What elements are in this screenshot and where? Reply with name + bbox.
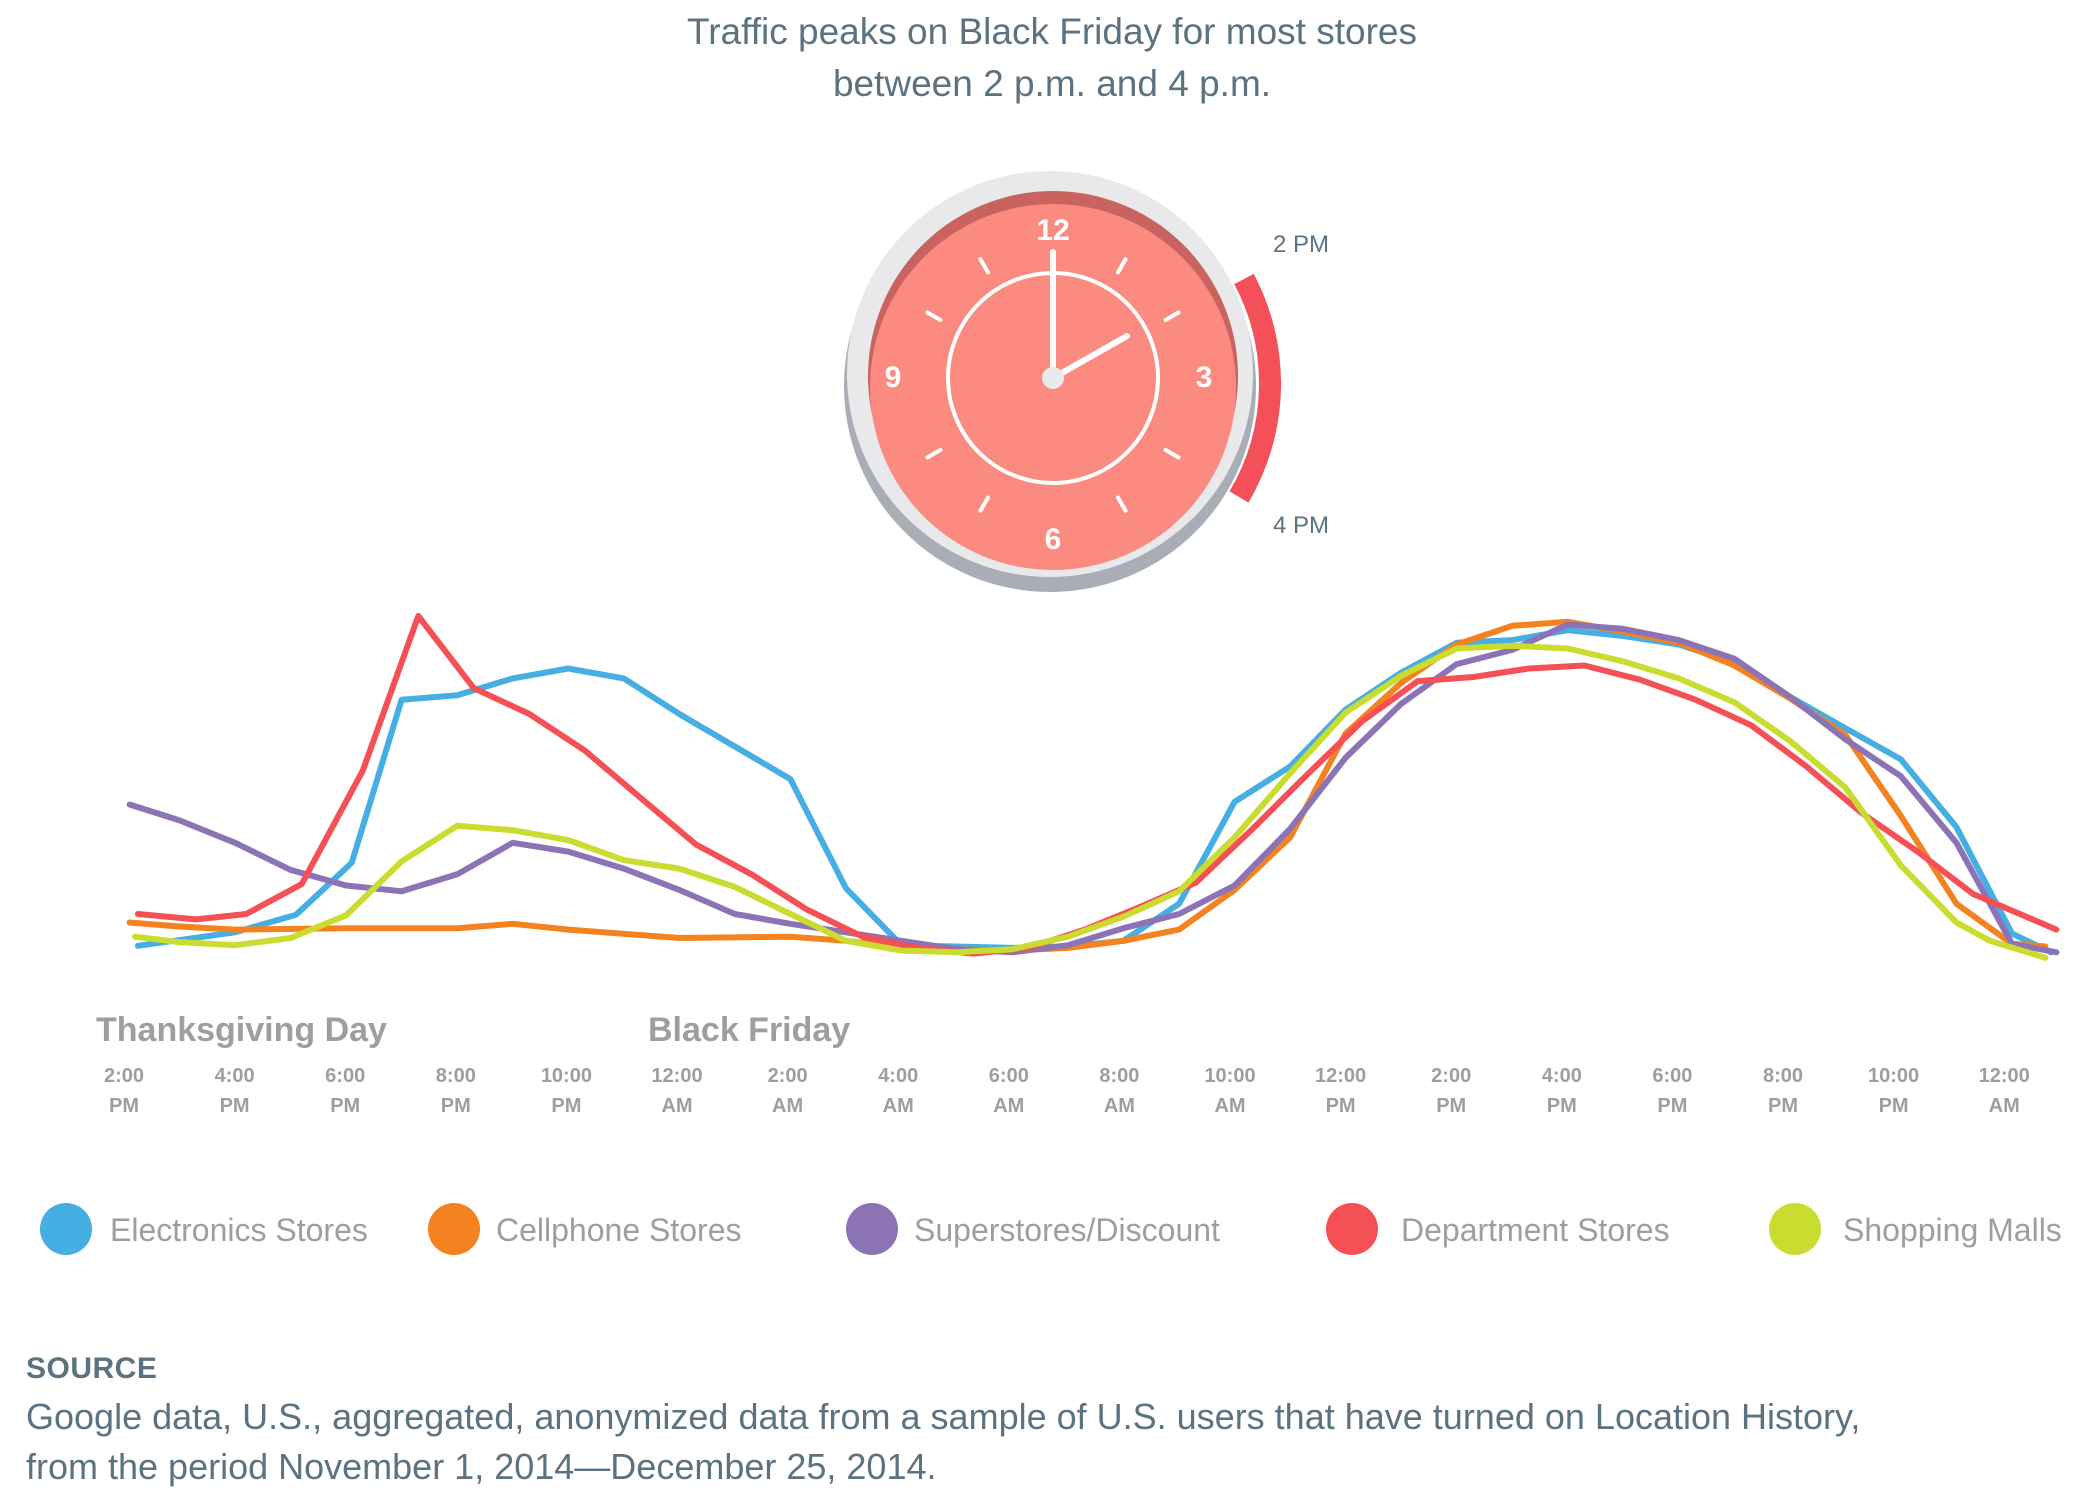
x-tick-label-4-period: PM (551, 1095, 581, 1117)
clock-hour-hand (1050, 333, 1130, 381)
chart-title-line-1: Traffic peaks on Black Friday for most s… (687, 11, 1417, 52)
source-line-1: Google data, U.S., aggregated, anonymize… (26, 1396, 1861, 1437)
clock-peak-range-arc (1229, 273, 1282, 503)
legend-label-electronics-stores: Electronics Stores (110, 1212, 368, 1248)
x-tick-label-9-time: 8:00 (1099, 1065, 1139, 1087)
x-tick-label-11-period: PM (1326, 1095, 1356, 1117)
x-tick-label-7-time: 4:00 (878, 1065, 918, 1087)
series-line-superstores-discount (126, 621, 2060, 956)
x-tick-label-14-time: 6:00 (1652, 1065, 1692, 1087)
x-tick-label-10-time: 10:00 (1204, 1065, 1255, 1087)
legend-marker-superstores-discount (846, 1203, 898, 1255)
x-tick-label-7-period: AM (883, 1095, 914, 1117)
x-tick-label-9-period: AM (1104, 1095, 1135, 1117)
source-line-2: from the period November 1, 2014—Decembe… (26, 1446, 937, 1487)
x-tick-label-4-time: 10:00 (541, 1065, 592, 1087)
x-tick-label-13-time: 4:00 (1542, 1065, 1582, 1087)
legend-marker-shopping-malls (1769, 1203, 1821, 1255)
x-tick-label-13-period: PM (1547, 1095, 1577, 1117)
clock-tick-7 (978, 257, 990, 275)
x-tick-label-6-time: 2:00 (768, 1065, 808, 1087)
clock-tick-4 (978, 495, 990, 513)
x-tick-label-16-period: PM (1879, 1095, 1909, 1117)
x-tick-label-3-period: PM (441, 1095, 471, 1117)
clock-numeral-9: 9 (885, 361, 902, 394)
x-tick-label-16-time: 10:00 (1868, 1065, 1919, 1087)
x-tick-label-15-period: PM (1768, 1095, 1798, 1117)
x-tick-label-1-period: PM (220, 1095, 250, 1117)
clock-numeral-12: 12 (1036, 214, 1069, 247)
clock-tick-marks (925, 257, 1181, 513)
legend: Electronics Stores Cellphone Stores Supers… (40, 1203, 2062, 1255)
section-label-thanksgiving: Thanksgiving Day (96, 1011, 387, 1049)
clock-tick-1 (1163, 310, 1181, 322)
x-axis-tick-labels: 2:00 PM 4:00 PM 6:00 PM 8:00 PM 10:00 PM 12:00 AM 2:… (104, 1065, 2030, 1117)
source-heading: SOURCE (26, 1352, 158, 1385)
legend-label-shopping-malls: Shopping Malls (1843, 1212, 2062, 1248)
x-tick-label-15-time: 8:00 (1763, 1065, 1803, 1087)
source-text: Google data, U.S., aggregated, anonymize… (26, 1392, 2066, 1492)
source-note: SOURCE Google data, U.S., aggregated, an… (26, 1352, 2066, 1492)
legend-marker-cellphone-stores (428, 1203, 480, 1255)
x-tick-label-12-time: 2:00 (1431, 1065, 1471, 1087)
chart-title-line-2: between 2 p.m. and 4 p.m. (833, 63, 1271, 104)
legend-marker-electronics-stores (40, 1203, 92, 1255)
series-line-shopping-malls (132, 642, 2049, 961)
legend-label-department-stores: Department Stores (1401, 1212, 1670, 1248)
legend-marker-department-stores (1326, 1203, 1378, 1255)
clock-tick-6 (925, 310, 943, 322)
plot-area (126, 613, 2060, 961)
clock-center-pin (1042, 367, 1064, 389)
x-tick-label-2-time: 6:00 (325, 1065, 365, 1087)
clock-numeral-3: 3 (1196, 361, 1213, 394)
series-line-department-stores (134, 613, 2060, 957)
clock-numeral-6: 6 (1045, 523, 1062, 556)
x-tick-label-0-period: PM (109, 1095, 139, 1117)
x-tick-label-8-period: AM (993, 1095, 1024, 1117)
x-tick-label-17-time: 12:00 (1979, 1065, 2030, 1087)
x-tick-label-5-period: AM (661, 1095, 692, 1117)
x-tick-label-3-time: 8:00 (436, 1065, 476, 1087)
x-tick-label-11-time: 12:00 (1315, 1065, 1366, 1087)
clock-icon: 12 3 6 9 2 PM 4 PM (844, 171, 1329, 592)
legend-label-superstores-discount: Superstores/Discount (914, 1212, 1220, 1248)
infographic: Traffic peaks on Black Friday for most s… (40, 11, 2062, 1255)
x-tick-label-14-period: PM (1657, 1095, 1687, 1117)
legend-label-cellphone-stores: Cellphone Stores (496, 1212, 741, 1248)
x-tick-label-2-period: PM (330, 1095, 360, 1117)
x-tick-label-10-period: AM (1214, 1095, 1245, 1117)
clock-tick-3 (1116, 495, 1128, 513)
series-line-cellphone-stores (126, 618, 2049, 954)
x-tick-label-6-period: AM (772, 1095, 803, 1117)
x-tick-label-12-period: PM (1436, 1095, 1466, 1117)
clock-tick-5 (925, 448, 943, 460)
clock-tick-2 (1163, 448, 1181, 460)
x-tick-label-0-time: 2:00 (104, 1065, 144, 1087)
clock-range-start-label: 2 PM (1273, 231, 1329, 258)
x-tick-label-1-time: 4:00 (215, 1065, 255, 1087)
x-tick-label-5-time: 12:00 (651, 1065, 702, 1087)
clock-tick-0 (1116, 257, 1128, 275)
x-tick-label-8-time: 6:00 (989, 1065, 1029, 1087)
clock-range-end-label: 4 PM (1273, 512, 1329, 539)
section-label-black-friday: Black Friday (648, 1011, 850, 1049)
x-tick-label-17-period: AM (1989, 1095, 2020, 1117)
